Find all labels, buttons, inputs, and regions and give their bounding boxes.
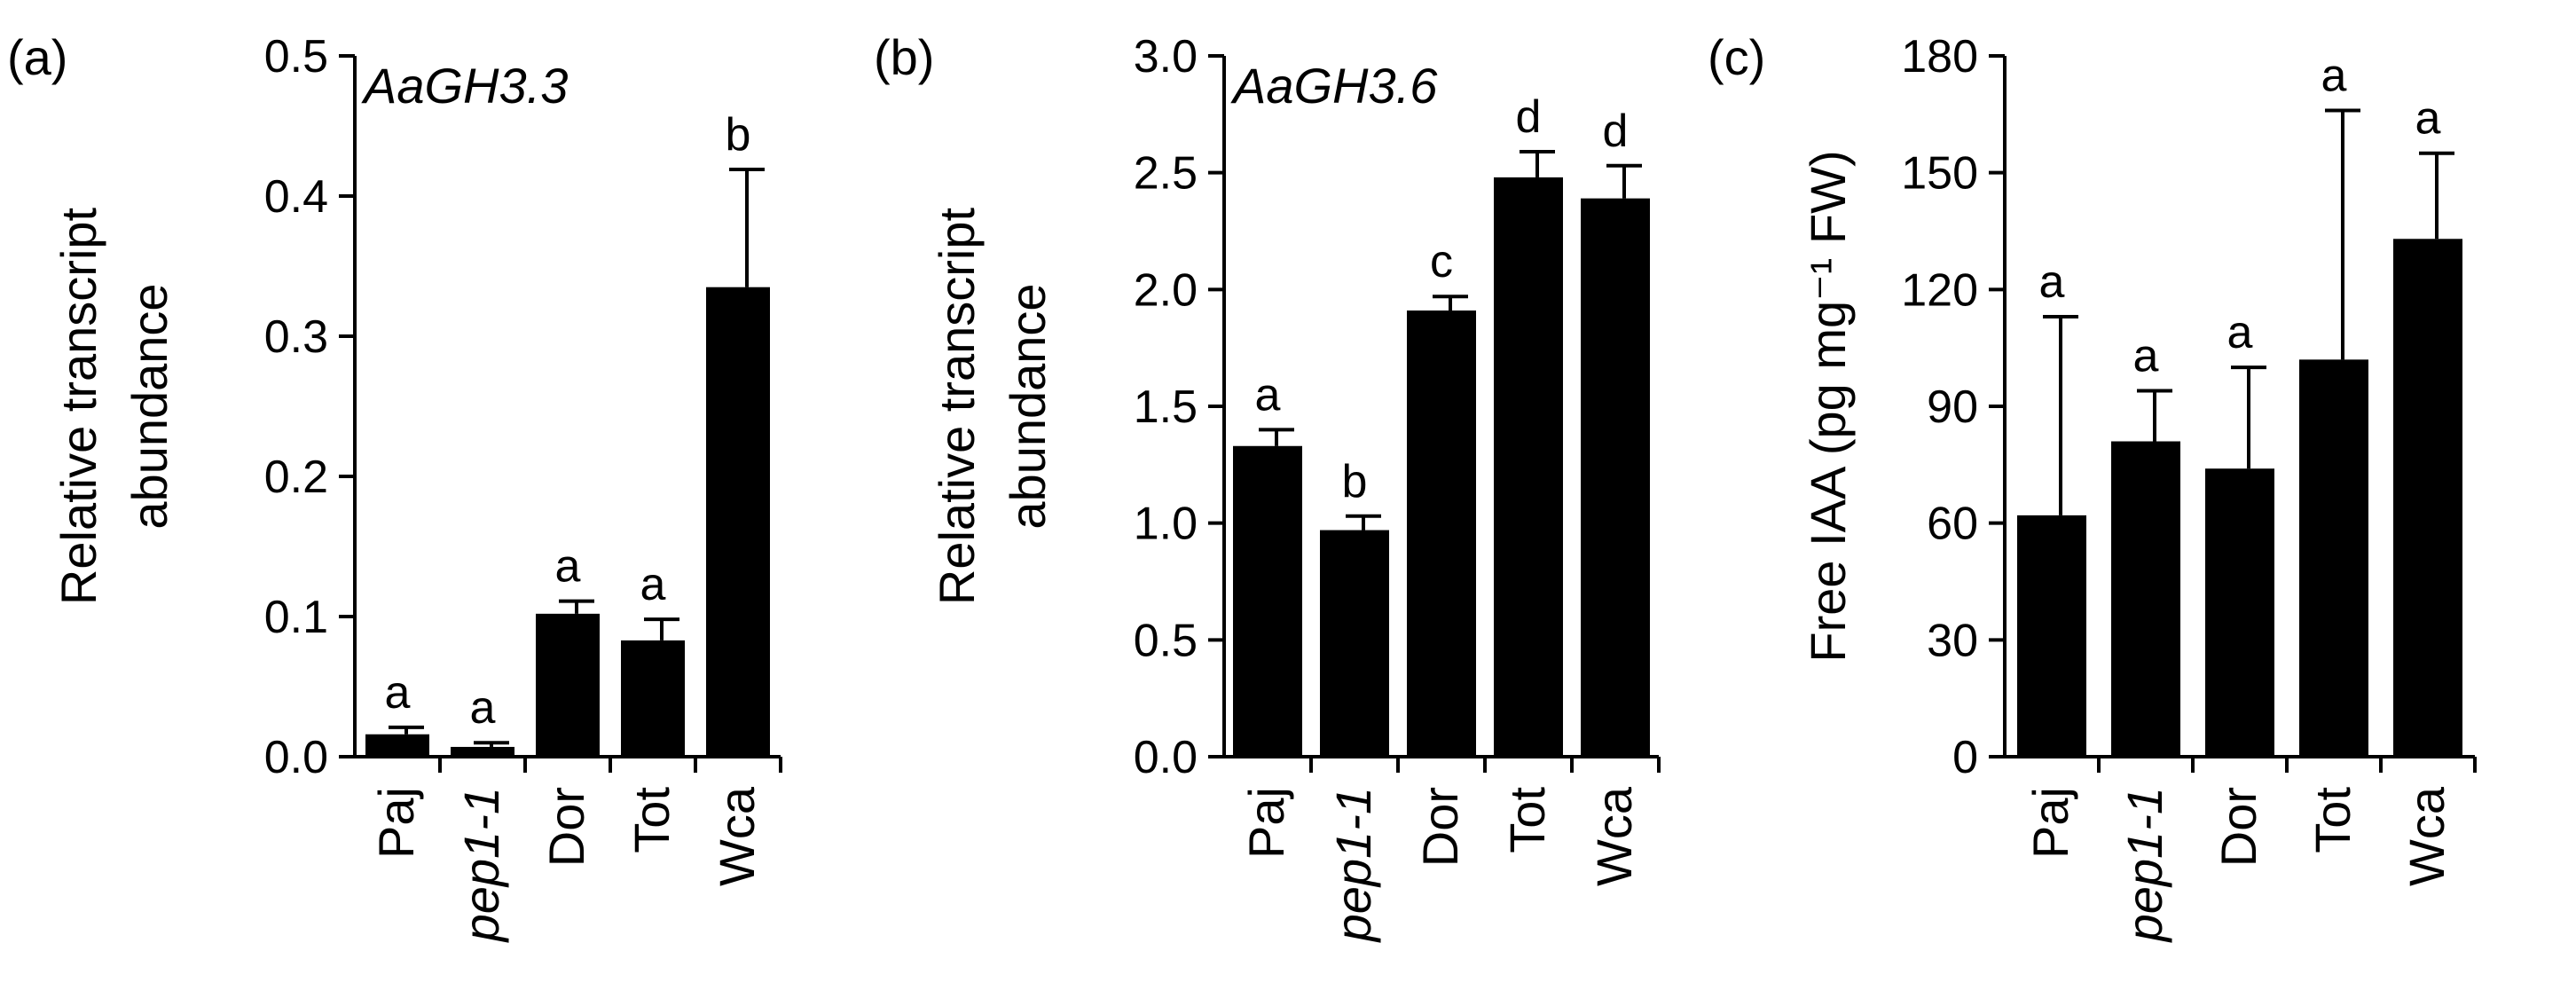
y-tick-label: 0.2 bbox=[264, 452, 328, 503]
significance-label: a bbox=[640, 559, 666, 610]
category-label: pep1-1 bbox=[453, 787, 509, 943]
significance-label: a bbox=[555, 541, 581, 593]
bar bbox=[1581, 198, 1650, 758]
significance-label: b bbox=[726, 109, 751, 161]
significance-label: d bbox=[1603, 106, 1629, 157]
bar bbox=[451, 746, 514, 757]
y-tick-label: 3.0 bbox=[1134, 31, 1198, 83]
category-label: Wca bbox=[2399, 786, 2454, 886]
category-label: Dor bbox=[538, 787, 594, 867]
significance-label: d bbox=[1516, 91, 1542, 143]
bar bbox=[365, 734, 429, 757]
bar bbox=[2393, 239, 2462, 757]
category-label: Tot bbox=[1499, 787, 1555, 853]
bar bbox=[1320, 530, 1389, 757]
y-tick-label: 1.5 bbox=[1134, 381, 1198, 433]
y-tick-label: 0.5 bbox=[264, 31, 328, 83]
panel-label: (b) bbox=[874, 29, 934, 85]
y-tick-label: 120 bbox=[1901, 264, 1978, 316]
category-label: Paj bbox=[368, 787, 424, 859]
significance-label: c bbox=[1430, 236, 1453, 287]
y-tick-label: 90 bbox=[1927, 381, 1978, 433]
bar bbox=[2111, 441, 2180, 757]
y-tick-label: 0.0 bbox=[264, 732, 328, 783]
y-tick-label: 0.0 bbox=[1134, 732, 1198, 783]
panel-label: (c) bbox=[1708, 29, 1765, 85]
bar bbox=[1233, 445, 1302, 757]
bar bbox=[2205, 468, 2274, 757]
y-tick-label: 30 bbox=[1927, 615, 1978, 666]
panel-label: (a) bbox=[7, 29, 67, 85]
category-label: Tot bbox=[2305, 787, 2360, 853]
category-label: pep1-1 bbox=[2117, 787, 2172, 943]
significance-label: a bbox=[2039, 256, 2065, 308]
significance-label: a bbox=[470, 682, 496, 734]
bar bbox=[1494, 177, 1563, 757]
y-axis-title: Free IAA (pg mg⁻¹ FW) bbox=[1800, 150, 1856, 662]
bar bbox=[536, 613, 600, 757]
category-label: Dor bbox=[1412, 787, 1468, 867]
bar bbox=[2017, 515, 2086, 757]
y-tick-label: 0 bbox=[1952, 732, 1978, 783]
y-axis-title: Relative transcript bbox=[51, 207, 106, 605]
significance-label: a bbox=[2133, 330, 2159, 381]
significance-label: a bbox=[385, 667, 411, 719]
y-tick-label: 180 bbox=[1901, 31, 1978, 83]
chart-panel-2: (b) AaGH3.6 0.0 0.5 1.0 1.5 2.0 2.5 3.0 Relative … bbox=[874, 29, 1661, 943]
bar bbox=[706, 287, 770, 757]
significance-label: a bbox=[2321, 50, 2347, 101]
chart-panel-3: (c) 0 30 60 90 120 150 180 Free IAA (pg mg⁻¹ FW)… bbox=[1708, 29, 2477, 943]
y-tick-label: 0.5 bbox=[1134, 615, 1198, 666]
bar bbox=[1407, 310, 1476, 757]
y-tick-label: 150 bbox=[1901, 148, 1978, 200]
category-label: Dor bbox=[2211, 787, 2266, 867]
gene-annotation: AaGH3.3 bbox=[361, 58, 568, 114]
y-tick-label: 0.1 bbox=[264, 592, 328, 643]
category-label: Wca bbox=[709, 786, 765, 886]
y-axis-title: Relative transcript bbox=[929, 207, 985, 605]
category-label: Paj bbox=[1238, 787, 1294, 859]
y-tick-label: 2.0 bbox=[1134, 264, 1198, 316]
bar bbox=[621, 640, 685, 757]
bar bbox=[2299, 359, 2368, 757]
y-tick-label: 1.0 bbox=[1134, 499, 1198, 550]
category-label: Wca bbox=[1586, 786, 1642, 886]
chart-panel-1: (a) AaGH3.3 0.0 0.1 0.2 0.3 0.4 0.5 Relative tra… bbox=[7, 29, 782, 943]
y-axis-title: abundance bbox=[1000, 283, 1056, 529]
y-tick-label: 2.5 bbox=[1134, 148, 1198, 200]
category-label: Tot bbox=[624, 787, 679, 853]
y-tick-label: 0.4 bbox=[264, 171, 328, 223]
significance-label: b bbox=[1342, 456, 1368, 507]
y-tick-label: 60 bbox=[1927, 499, 1978, 550]
gene-annotation: AaGH3.6 bbox=[1230, 58, 1438, 114]
category-label: Paj bbox=[2022, 787, 2078, 859]
significance-label: a bbox=[2415, 93, 2441, 145]
category-label: pep1-1 bbox=[1325, 787, 1381, 943]
y-tick-label: 0.3 bbox=[264, 311, 328, 363]
y-axis-title: abundance bbox=[122, 283, 177, 529]
significance-label: a bbox=[2227, 307, 2253, 358]
significance-label: a bbox=[1255, 369, 1281, 420]
